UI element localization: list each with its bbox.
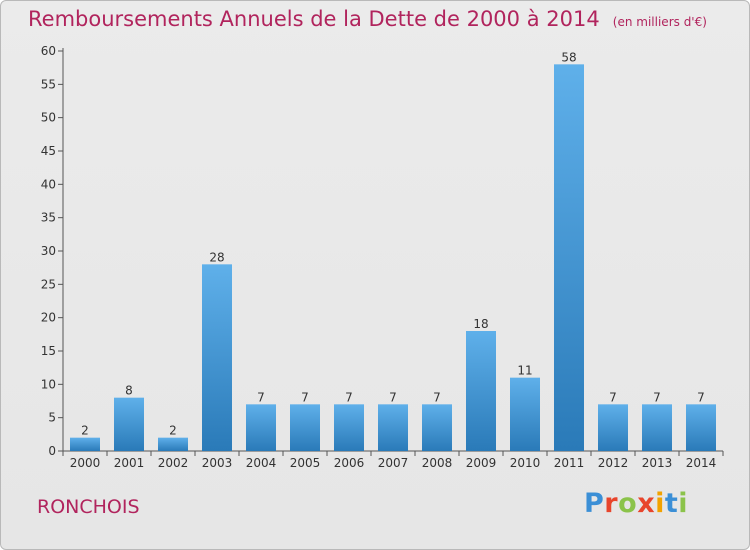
x-tick-label: 2004 xyxy=(246,456,277,470)
bar xyxy=(246,404,276,451)
bar-value-label: 7 xyxy=(389,390,397,404)
x-tick-label: 2001 xyxy=(114,456,145,470)
x-tick-label: 2003 xyxy=(202,456,233,470)
y-tick-label: 30 xyxy=(41,244,56,258)
bar xyxy=(378,404,408,451)
brand-letter: x xyxy=(637,488,656,519)
bar-value-label: 2 xyxy=(81,424,89,438)
x-tick-label: 2002 xyxy=(158,456,189,470)
bar-value-label: 7 xyxy=(433,390,441,404)
bar xyxy=(158,437,188,451)
x-tick-label: 2011 xyxy=(554,456,585,470)
y-tick-label: 5 xyxy=(48,411,56,425)
bar xyxy=(466,331,496,451)
x-tick-label: 2005 xyxy=(290,456,321,470)
x-tick-label: 2000 xyxy=(70,456,101,470)
y-tick-label: 35 xyxy=(41,211,56,225)
bar-value-label: 7 xyxy=(345,390,353,404)
bar xyxy=(686,404,716,451)
bar-value-label: 2 xyxy=(169,424,177,438)
chart-title: Remboursements Annuels de la Dette de 20… xyxy=(28,7,600,31)
y-tick-label: 15 xyxy=(41,344,56,358)
brand-logo: Proxiti xyxy=(584,488,688,519)
x-tick-label: 2008 xyxy=(422,456,453,470)
commune-name: RONCHOIS xyxy=(37,496,140,518)
bar xyxy=(642,404,672,451)
y-tick-label: 50 xyxy=(41,111,56,125)
bar-value-label: 11 xyxy=(517,364,532,378)
bar xyxy=(334,404,364,451)
bar-value-label: 7 xyxy=(609,390,617,404)
chart-subtitle: (en milliers d'€) xyxy=(612,15,707,29)
bar-value-label: 58 xyxy=(561,50,576,64)
bar-value-label: 28 xyxy=(209,250,224,264)
bar-value-label: 7 xyxy=(653,390,661,404)
title-row: Remboursements Annuels de la Dette de 20… xyxy=(28,7,707,31)
axes: 0 5 10 15 20 25 30 35 40 45 50 55 60 xyxy=(41,44,724,458)
bar-value-label: 7 xyxy=(697,390,705,404)
x-tick-label: 2012 xyxy=(598,456,629,470)
bar-value-label: 7 xyxy=(301,390,309,404)
brand-letter: t xyxy=(664,488,679,519)
bar-value-label: 8 xyxy=(125,384,133,398)
bar xyxy=(598,404,628,451)
labels: 2000 2 2001 8 2002 2 2003 28 2004 7 2005 7 2006 7 2007… xyxy=(70,50,717,470)
y-tick-label: 55 xyxy=(41,77,56,91)
bar xyxy=(202,264,232,451)
x-tick-label: 2009 xyxy=(466,456,497,470)
bar xyxy=(114,397,144,451)
x-tick-label: 2006 xyxy=(334,456,365,470)
y-tick-label: 0 xyxy=(48,444,56,458)
y-tick-label: 25 xyxy=(41,277,56,291)
x-tick-label: 2014 xyxy=(686,456,717,470)
y-tick-label: 10 xyxy=(41,377,56,391)
brand-letter: i xyxy=(678,488,689,519)
brand-letter: r xyxy=(604,488,619,519)
bar-value-label: 18 xyxy=(473,317,488,331)
y-tick-label: 60 xyxy=(41,44,56,58)
y-tick-label: 20 xyxy=(41,311,56,325)
x-tick-label: 2007 xyxy=(378,456,409,470)
x-tick-label: 2010 xyxy=(510,456,541,470)
brand-letter: o xyxy=(618,488,638,519)
brand-letter: P xyxy=(584,488,605,519)
bar xyxy=(290,404,320,451)
y-tick-label: 45 xyxy=(41,144,56,158)
bars xyxy=(70,64,716,452)
bar xyxy=(422,404,452,451)
bar xyxy=(554,64,584,452)
x-tick-label: 2013 xyxy=(642,456,673,470)
bar-value-label: 7 xyxy=(257,390,265,404)
brand-letter: i xyxy=(655,488,665,519)
bar xyxy=(510,377,540,451)
bar xyxy=(70,437,100,451)
y-tick-label: 40 xyxy=(41,177,56,191)
